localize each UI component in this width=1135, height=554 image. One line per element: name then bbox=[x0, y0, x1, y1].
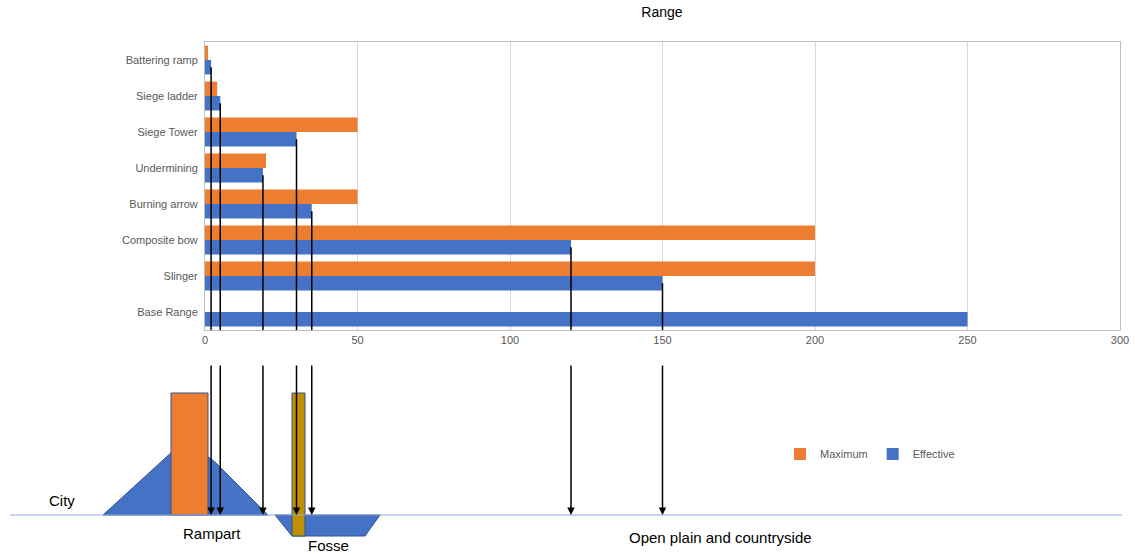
svg-text:Rampart: Rampart bbox=[183, 525, 241, 542]
svg-text:Siege ladder: Siege ladder bbox=[136, 90, 198, 102]
svg-text:Battering ramp: Battering ramp bbox=[126, 54, 198, 66]
svg-text:Base Range: Base Range bbox=[137, 306, 198, 318]
svg-text:Undermining: Undermining bbox=[135, 162, 197, 174]
svg-text:Effective: Effective bbox=[913, 448, 955, 460]
svg-text:0: 0 bbox=[202, 334, 208, 346]
svg-text:250: 250 bbox=[958, 334, 976, 346]
svg-text:Composite bow: Composite bow bbox=[122, 234, 198, 246]
svg-text:Slinger: Slinger bbox=[164, 270, 199, 282]
svg-text:50: 50 bbox=[351, 334, 363, 346]
svg-text:100: 100 bbox=[501, 334, 519, 346]
svg-text:Open plain and countryside: Open plain and countryside bbox=[629, 529, 812, 546]
svg-text:200: 200 bbox=[806, 334, 824, 346]
svg-text:Siege Tower: Siege Tower bbox=[137, 126, 198, 138]
svg-text:Maximum: Maximum bbox=[820, 448, 868, 460]
svg-text:Fosse: Fosse bbox=[308, 537, 349, 554]
svg-text:City: City bbox=[49, 492, 75, 509]
svg-text:Range: Range bbox=[641, 4, 682, 20]
svg-text:300: 300 bbox=[1111, 334, 1129, 346]
svg-text:150: 150 bbox=[653, 334, 671, 346]
svg-text:Burning arrow: Burning arrow bbox=[129, 198, 198, 210]
